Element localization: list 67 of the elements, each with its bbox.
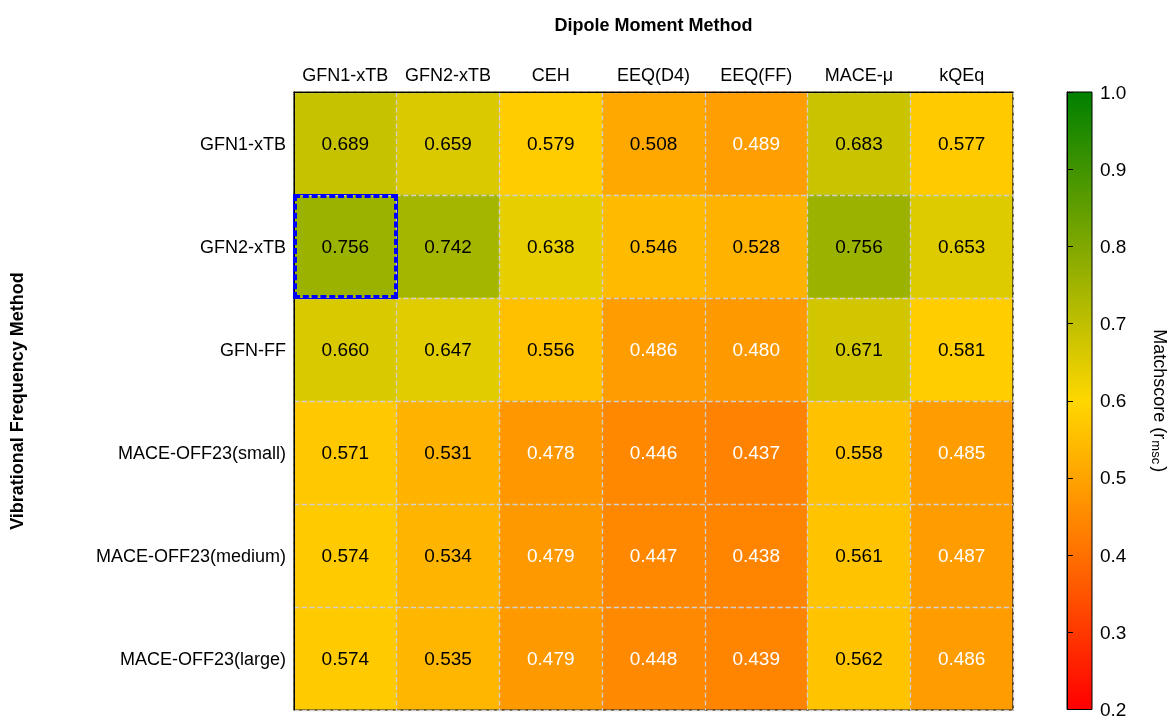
color-bar-label: 0.5: [1100, 467, 1127, 489]
color-bar-label: 0.4: [1100, 544, 1127, 566]
data-label: 0.485: [937, 442, 986, 463]
data-label: 0.489: [732, 133, 780, 154]
data-label: 0.546: [629, 236, 678, 257]
data-label: 0.439: [732, 648, 780, 669]
y-tick-label: MACE-OFF23(small): [117, 442, 286, 463]
data-label: 0.574: [321, 648, 370, 669]
data-label: 0.486: [937, 648, 986, 669]
data-label: 0.558: [835, 442, 883, 463]
data-label: 0.534: [424, 545, 473, 566]
color-bar-title: Matchscore (rmsc): [1149, 329, 1170, 473]
data-label: 0.638: [527, 236, 575, 257]
data-label: 0.447: [629, 545, 678, 566]
x-tick-label: EEQ(D4): [616, 65, 691, 85]
color-bar-label: 0.2: [1100, 699, 1127, 719]
data-label: 0.562: [835, 648, 883, 669]
x-tick-label: CEH: [531, 65, 570, 85]
data-label: 0.577: [937, 133, 986, 154]
x-tick-label: kQEq: [939, 65, 985, 85]
data-label: 0.478: [527, 442, 575, 463]
data-label: 0.660: [321, 339, 370, 360]
data-label: 0.574: [321, 545, 370, 566]
data-label: 0.571: [321, 442, 370, 463]
y-tick-label: MACE-OFF23(large): [119, 648, 286, 669]
data-label: 0.437: [732, 442, 780, 463]
data-label: 0.742: [424, 236, 472, 257]
x-tick-label: GFN2-xTB: [405, 65, 492, 85]
data-label: 0.756: [321, 236, 370, 257]
data-label: 0.556: [527, 339, 575, 360]
x-tick-label: MACE-μ: [824, 65, 894, 85]
color-bar-label: 0.3: [1100, 621, 1127, 643]
y-tick-label: GFN1-xTB: [199, 133, 286, 154]
color-bar-label: 0.6: [1100, 390, 1127, 412]
data-label: 0.659: [424, 133, 472, 154]
data-label: 0.438: [732, 545, 780, 566]
data-label: 0.528: [732, 236, 780, 257]
color-bar-label: 0.9: [1100, 158, 1127, 180]
data-label: 0.486: [629, 339, 678, 360]
y-tick-label: GFN-FF: [220, 339, 286, 360]
data-label: 0.683: [835, 133, 883, 154]
data-label: 0.531: [424, 442, 472, 463]
data-label: 0.508: [629, 133, 678, 154]
data-label: 0.479: [527, 648, 575, 669]
data-label: 0.446: [629, 442, 678, 463]
x-axis-title: Dipole Moment Method: [554, 15, 753, 35]
data-label: 0.487: [937, 545, 986, 566]
data-label: 0.647: [424, 339, 472, 360]
data-label: 0.480: [732, 339, 780, 360]
data-label: 0.756: [835, 236, 883, 257]
x-tick-label: EEQ(FF): [720, 65, 793, 85]
x-tick-label: GFN1-xTB: [302, 65, 389, 85]
color-bar-label: 0.8: [1100, 235, 1127, 257]
color-bar-label: 1.0: [1100, 81, 1127, 103]
data-label: 0.581: [937, 339, 986, 360]
data-label: 0.689: [321, 133, 370, 154]
data-label: 0.561: [835, 545, 883, 566]
y-axis-title: Vibrational Frequency Method: [7, 272, 27, 530]
data-label: 0.535: [424, 648, 472, 669]
data-label: 0.479: [527, 545, 575, 566]
data-label: 0.448: [629, 648, 678, 669]
y-tick-label: GFN2-xTB: [199, 236, 286, 257]
data-label: 0.671: [835, 339, 883, 360]
data-label: 0.653: [937, 236, 986, 257]
data-label: 0.579: [527, 133, 575, 154]
color-bar-label: 0.7: [1100, 313, 1127, 335]
y-tick-label: MACE-OFF23(medium): [95, 545, 286, 566]
